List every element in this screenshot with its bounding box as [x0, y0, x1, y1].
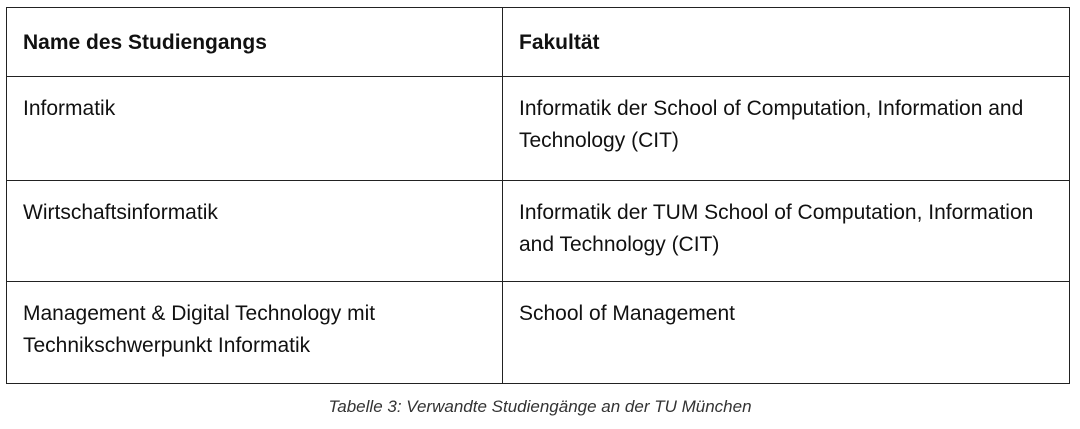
cell-program-name: Management & Digital Technology mit Tech…: [6, 281, 503, 384]
cell-program-name: Informatik: [6, 76, 503, 181]
header-faculty: Fakultät: [502, 7, 1070, 77]
table-row: Informatik Informatik der School of Comp…: [6, 76, 1070, 181]
cell-faculty: Informatik der TUM School of Computation…: [502, 180, 1070, 282]
study-programs-table: Name des Studiengangs Fakultät Informati…: [6, 7, 1070, 384]
table-row: Management & Digital Technology mit Tech…: [6, 281, 1070, 384]
table-caption: Tabelle 3: Verwandte Studiengänge an der…: [328, 397, 752, 416]
header-program-name: Name des Studiengangs: [6, 7, 503, 77]
cell-faculty: School of Management: [502, 281, 1070, 384]
table-header-row: Name des Studiengangs Fakultät: [6, 7, 1070, 77]
table-row: Wirtschaftsinformatik Informatik der TUM…: [6, 180, 1070, 282]
cell-faculty: Informatik der School of Computation, In…: [502, 76, 1070, 181]
cell-program-name: Wirtschaftsinformatik: [6, 180, 503, 282]
